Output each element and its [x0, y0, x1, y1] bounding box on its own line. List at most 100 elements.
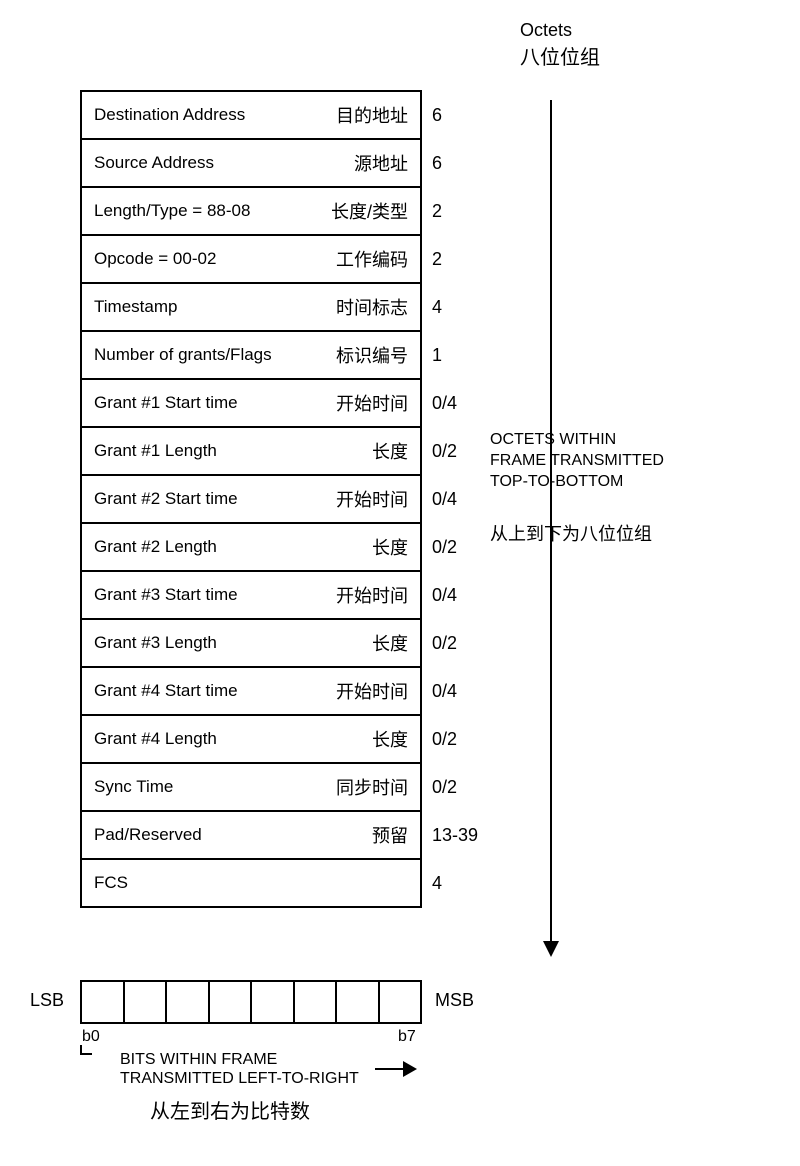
- bit-cell: [251, 981, 294, 1023]
- field-label-cn: 工作编码: [336, 246, 408, 272]
- field-label-en: Timestamp: [94, 297, 177, 317]
- field-content: Pad/Reserved 预留: [94, 822, 408, 848]
- bit-cell: [166, 981, 209, 1023]
- table-row: Grant #3 Length长度0/2: [81, 619, 481, 667]
- octet-value: 1: [421, 331, 481, 379]
- octet-value: 0/2: [421, 715, 481, 763]
- field-cell: Number of grants/Flags标识编号: [81, 331, 421, 379]
- table-row: Grant #3 Start time开始时间0/4: [81, 571, 481, 619]
- field-label-en: Length/Type = 88-08: [94, 201, 250, 221]
- table-row: Number of grants/Flags标识编号 1: [81, 331, 481, 379]
- octet-value: 0/4: [421, 379, 481, 427]
- field-label-en: Grant #3 Length: [94, 633, 217, 653]
- field-content: Grant #4 Start time 开始时间: [94, 678, 408, 704]
- bracket-icon: [80, 1045, 92, 1055]
- field-content: Destination Address目的地址: [94, 102, 408, 128]
- b0-label: b0: [82, 1028, 100, 1046]
- field-label-en: Grant #4 Length: [94, 729, 217, 749]
- field-cell: Grant #3 Length长度: [81, 619, 421, 667]
- field-label-cn: 预留: [372, 822, 408, 848]
- field-content: Grant #4 Length 长度: [94, 726, 408, 752]
- field-cell: Length/Type = 88-08 长度/类型: [81, 187, 421, 235]
- field-label-en: Grant #3 Start time: [94, 585, 238, 605]
- field-cell: Grant #1 Length 长度: [81, 427, 421, 475]
- table-row: Grant #1 Start time 开始时间 0/4: [81, 379, 481, 427]
- bit-cell: [81, 981, 124, 1023]
- table-row: Source Address源地址 6: [81, 139, 481, 187]
- table-row: Opcode = 00-02 工作编码 2: [81, 235, 481, 283]
- field-label-cn: 开始时间: [336, 390, 408, 416]
- field-label-cn: 长度/类型: [331, 198, 408, 224]
- field-label-en: Opcode = 00-02: [94, 249, 216, 269]
- field-cell: Grant #1 Start time 开始时间: [81, 379, 421, 427]
- field-label-en: Grant #1 Start time: [94, 393, 238, 413]
- table-row: Destination Address目的地址6: [81, 91, 481, 139]
- field-cell: Grant #4 Length 长度: [81, 715, 421, 763]
- field-cell: Pad/Reserved 预留: [81, 811, 421, 859]
- table-row: Timestamp时间标志4: [81, 283, 481, 331]
- bits-line1: BITS WITHIN FRAME: [120, 1050, 359, 1069]
- bit-cell: [209, 981, 252, 1023]
- field-content: Opcode = 00-02 工作编码: [94, 246, 408, 272]
- field-label-cn: 目的地址: [336, 102, 408, 128]
- octet-value: 0/2: [421, 763, 481, 811]
- field-label-cn: 长度: [372, 534, 408, 560]
- field-label-en: Grant #4 Start time: [94, 681, 238, 701]
- side-text-en: OCTETS WITHIN FRAME TRANSMITTED TOP-TO-B…: [490, 430, 664, 492]
- field-cell: Destination Address目的地址: [81, 91, 421, 139]
- octets-header-en: Octets: [520, 20, 600, 41]
- field-label-cn: 长度: [372, 726, 408, 752]
- field-cell: Grant #2 Length 长度: [81, 523, 421, 571]
- field-cell: Timestamp时间标志: [81, 283, 421, 331]
- field-content: Grant #1 Length 长度: [94, 438, 408, 464]
- field-label-en: Pad/Reserved: [94, 825, 202, 845]
- field-label-cn: 开始时间: [336, 678, 408, 704]
- side-text-cn: 从上到下为八位位组: [490, 520, 652, 546]
- field-cell: Grant #2 Start time开始时间: [81, 475, 421, 523]
- side-line1: OCTETS WITHIN: [490, 430, 664, 451]
- octet-value: 2: [421, 235, 481, 283]
- side-line2: FRAME TRANSMITTED: [490, 451, 664, 472]
- table-row: Grant #1 Length 长度 0/2: [81, 427, 481, 475]
- field-label-cn: 开始时间: [336, 582, 408, 608]
- field-label-cn: 同步时间: [336, 774, 408, 800]
- field-label-en: Grant #2 Length: [94, 537, 217, 557]
- table-row: Sync Time同步时间0/2: [81, 763, 481, 811]
- octet-value: 0/2: [421, 523, 481, 571]
- bit-cell: [124, 981, 167, 1023]
- header-labels: Octets 八位位组: [520, 20, 600, 70]
- field-content: Grant #3 Start time 开始时间: [94, 582, 408, 608]
- octet-value: 13-39: [421, 811, 481, 859]
- msb-label: MSB: [435, 990, 474, 1011]
- lsb-label: LSB: [30, 990, 64, 1011]
- field-content: Length/Type = 88-08 长度/类型: [94, 198, 408, 224]
- field-content: Number of grants/Flags标识编号: [94, 342, 408, 368]
- field-cell: FCS: [81, 859, 421, 907]
- arrow-right-icon: [375, 1068, 415, 1070]
- bits-text-cn: 从左到右为比特数: [150, 1095, 310, 1124]
- field-label-cn: 开始时间: [336, 486, 408, 512]
- field-label-en: Grant #1 Length: [94, 441, 217, 461]
- table-row: FCS 4: [81, 859, 481, 907]
- field-label-en: Source Address: [94, 153, 214, 173]
- field-content: Grant #2 Start time开始时间: [94, 486, 408, 512]
- table-row: Pad/Reserved 预留 13-39: [81, 811, 481, 859]
- field-content: Grant #1 Start time 开始时间: [94, 390, 408, 416]
- octet-value: 6: [421, 139, 481, 187]
- field-content: FCS: [94, 873, 408, 893]
- octet-value: 0/4: [421, 667, 481, 715]
- field-label-cn: 长度: [372, 438, 408, 464]
- field-label-en: Number of grants/Flags: [94, 345, 272, 365]
- table-row: Grant #2 Length 长度 0/2: [81, 523, 481, 571]
- b7-label: b7: [398, 1028, 416, 1046]
- field-content: Grant #2 Length 长度: [94, 534, 408, 560]
- table-row: Grant #4 Length 长度 0/2: [81, 715, 481, 763]
- field-content: Source Address源地址: [94, 150, 408, 176]
- field-cell: Grant #4 Start time 开始时间: [81, 667, 421, 715]
- table-row: Length/Type = 88-08长度/类型2: [81, 187, 481, 235]
- side-line3: TOP-TO-BOTTOM: [490, 472, 664, 493]
- octet-value: 4: [421, 859, 481, 907]
- bits-line2: TRANSMITTED LEFT-TO-RIGHT: [120, 1069, 359, 1088]
- field-cell: Grant #3 Start time 开始时间: [81, 571, 421, 619]
- octet-value: 0/2: [421, 427, 481, 475]
